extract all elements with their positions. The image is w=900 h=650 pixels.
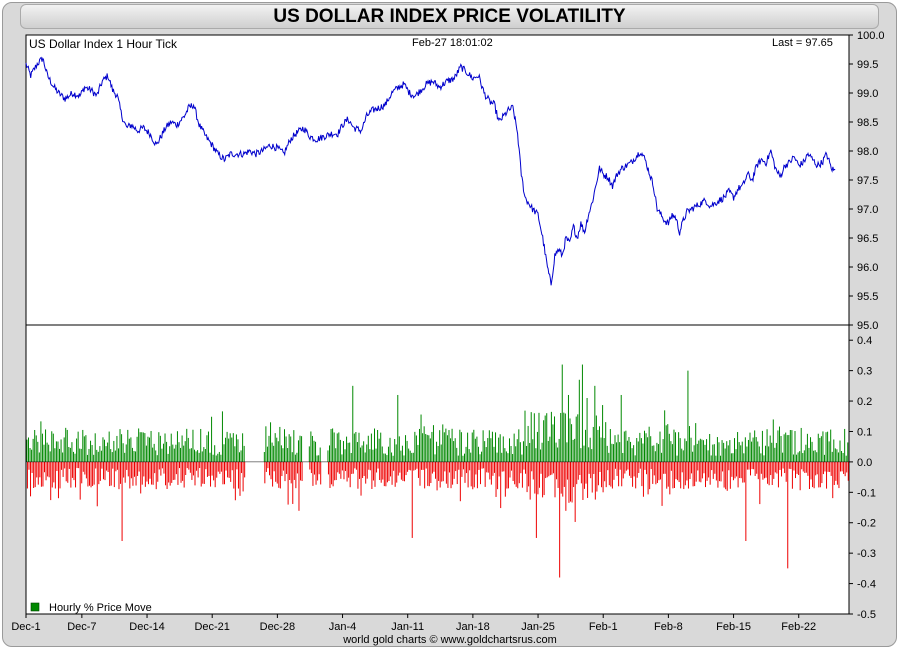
upper-panel-label: US Dollar Index 1 Hour Tick	[29, 37, 178, 51]
chart-title: US DOLLAR INDEX PRICE VOLATILITY	[273, 6, 626, 27]
upper-y-tick-label: 95.5	[857, 291, 878, 303]
upper-y-tick-label: 99.5	[857, 59, 878, 71]
upper-y-tick-label: 98.5	[857, 117, 878, 129]
upper-panel-timestamp: Feb-27 18:01:02	[412, 37, 493, 49]
x-tick-label: Feb-1	[589, 621, 618, 633]
x-tick-label: Jan-25	[521, 621, 555, 633]
lower-y-tick-label: 0.0	[857, 457, 872, 469]
upper-y-tick-label: 98.0	[857, 146, 878, 158]
upper-y-tick-label: 95.0	[857, 320, 878, 332]
title-bar	[20, 4, 879, 29]
x-tick-label: Feb-15	[716, 621, 751, 633]
upper-y-tick-label: 99.0	[857, 88, 878, 100]
lower-y-tick-label: 0.4	[857, 335, 872, 347]
lower-y-tick-label: 0.3	[857, 366, 872, 378]
upper-panel-last: Last = 97.65	[772, 37, 833, 49]
lower-y-tick-label: -0.4	[857, 579, 876, 591]
upper-y-tick-label: 100.0	[857, 30, 885, 42]
upper-y-tick-label: 97.0	[857, 204, 878, 216]
x-tick-label: Jan-11	[391, 621, 424, 633]
upper-panel	[25, 34, 850, 326]
upper-y-tick-label: 96.5	[857, 233, 878, 245]
x-tick-label: Dec-28	[260, 621, 295, 633]
lower-panel-legend: Hourly % Price Move	[49, 602, 152, 614]
lower-y-tick-label: 0.1	[857, 426, 872, 438]
x-tick-label: Dec-14	[129, 621, 164, 633]
x-tick-label: Jan-18	[456, 621, 490, 633]
x-tick-label: Dec-7	[67, 621, 96, 633]
dxy-price-line	[25, 56, 836, 286]
footer-credit: world gold charts © www.goldchartsrus.co…	[342, 634, 557, 646]
lower-y-tick-label: -0.2	[857, 518, 876, 530]
upper-y-tick-label: 97.5	[857, 175, 878, 187]
x-tick-label: Dec-1	[11, 621, 40, 633]
upper-y-tick-label: 96.0	[857, 262, 878, 274]
x-tick-label: Dec-21	[194, 621, 229, 633]
x-tick-label: Feb-22	[781, 621, 816, 633]
x-tick-label: Jan-4	[329, 621, 357, 633]
x-tick-label: Feb-8	[654, 621, 683, 633]
lower-y-tick-label: 0.2	[857, 396, 872, 408]
legend-swatch-up	[30, 602, 40, 612]
lower-y-tick-label: -0.1	[857, 487, 876, 499]
lower-y-tick-label: -0.3	[857, 548, 876, 560]
lower-y-tick-label: -0.5	[857, 609, 876, 621]
